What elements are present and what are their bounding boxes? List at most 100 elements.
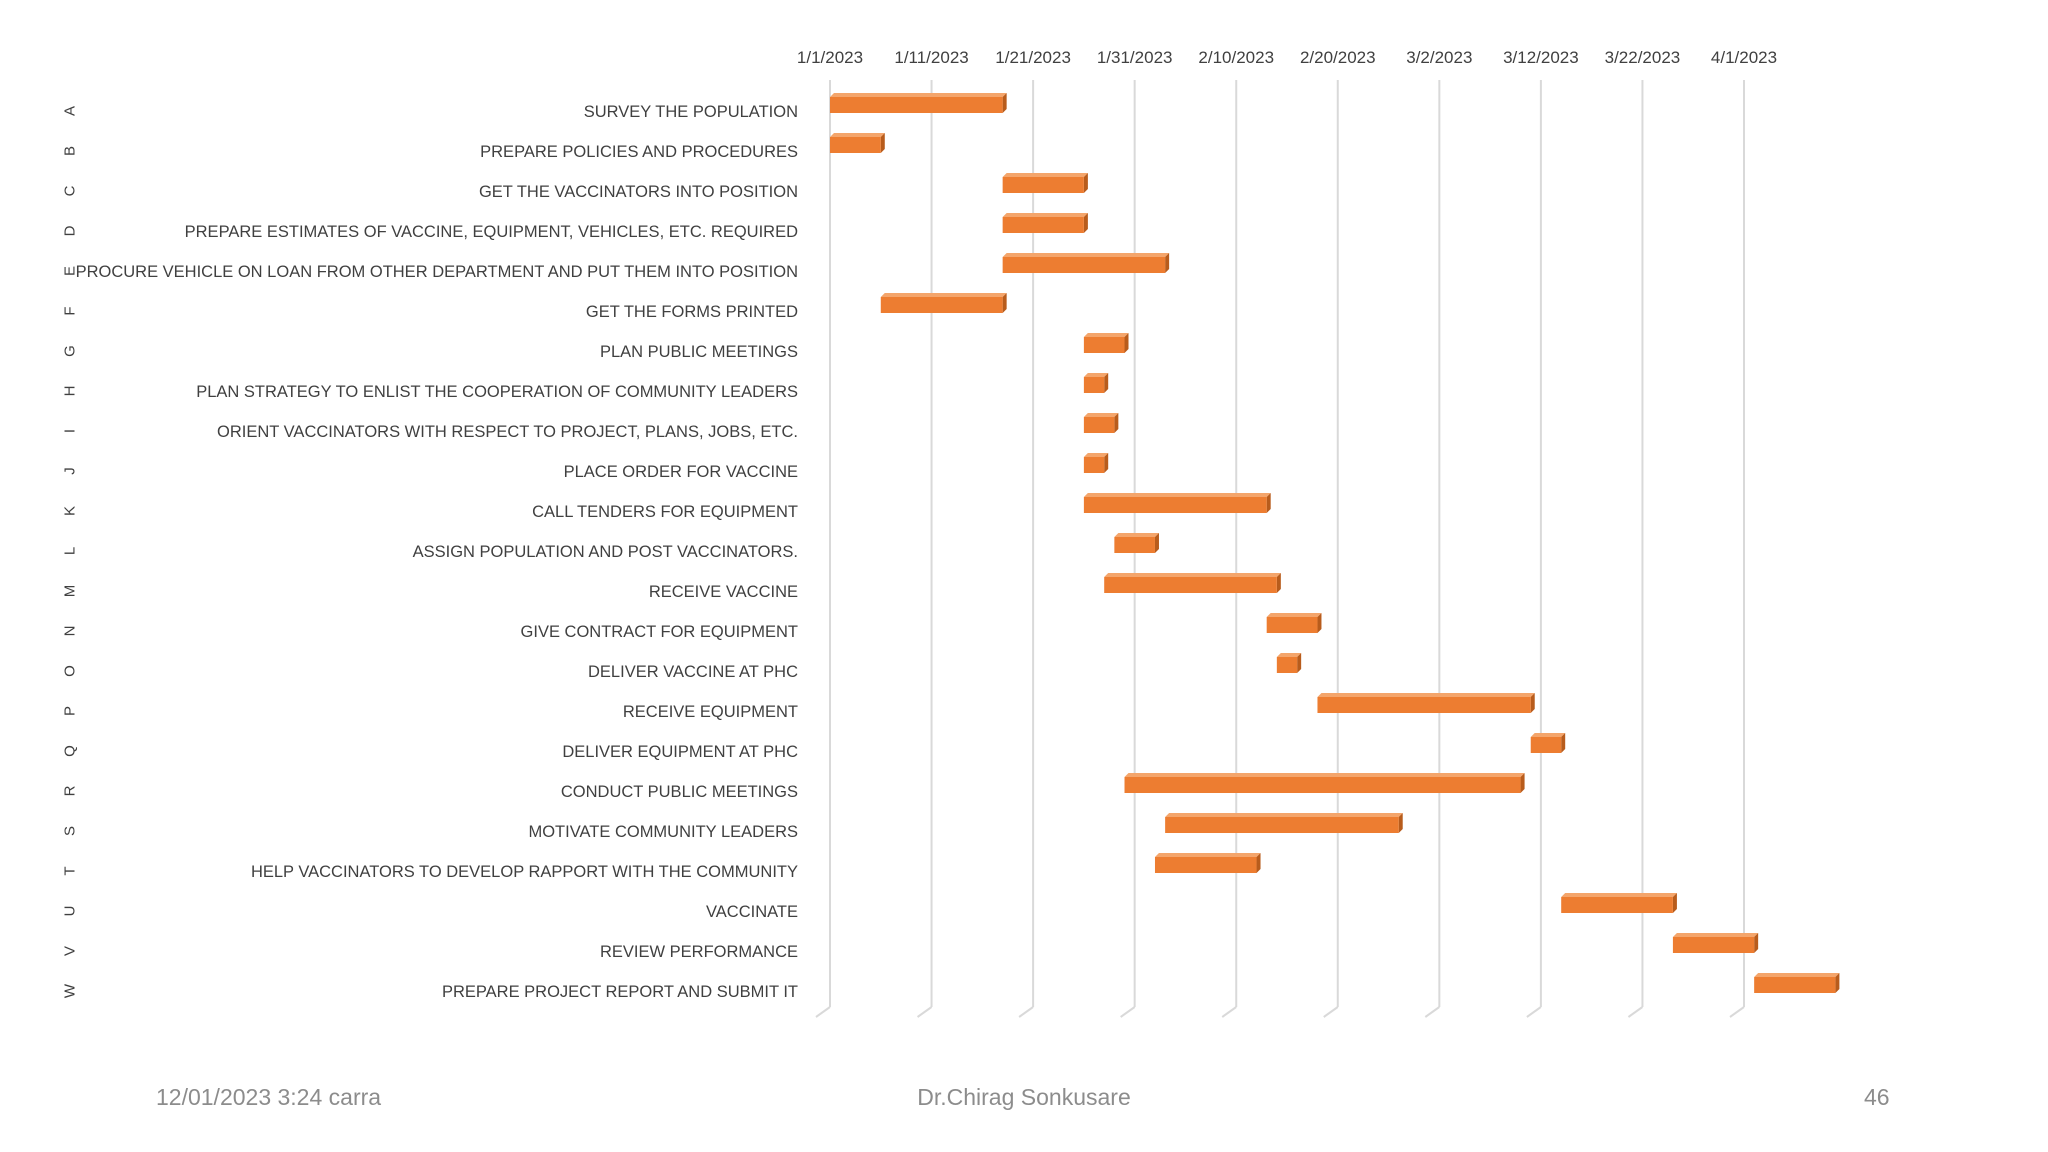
task-bar — [1083, 493, 1271, 513]
task-bar-top — [1083, 493, 1271, 497]
task-code-label: P — [62, 706, 79, 716]
task-bar-top — [1083, 373, 1109, 377]
task-bar — [1317, 693, 1535, 713]
gridline-foot — [916, 1006, 933, 1018]
task-bar-front — [830, 97, 1003, 113]
task-code-label: A — [62, 106, 79, 116]
x-tick-label: 2/20/2023 — [1300, 48, 1376, 67]
task-bar — [1002, 173, 1088, 193]
x-tick-label: 3/12/2023 — [1503, 48, 1579, 67]
gridline-foot — [1424, 1006, 1440, 1018]
task-name-label: CALL TENDERS FOR EQUIPMENT — [532, 503, 798, 521]
task-bar — [1002, 253, 1170, 273]
task-bar — [1276, 653, 1302, 673]
task-name-label: DELIVER EQUIPMENT AT PHC — [562, 743, 798, 761]
task-bar-side — [1104, 453, 1109, 473]
task-code-label: V — [62, 946, 79, 956]
task-name-label: MOTIVATE COMMUNITY LEADERS — [528, 823, 798, 841]
task-bar-side — [1317, 613, 1322, 633]
task-name-label: PLACE ORDER FOR VACCINE — [564, 463, 798, 481]
gridline-foot — [1221, 1006, 1237, 1018]
task-bar-front — [1317, 697, 1531, 713]
task-bar-front — [880, 297, 1003, 313]
gridline-foot — [1018, 1006, 1034, 1018]
task-bar-top — [1083, 333, 1129, 337]
task-code-label: T — [62, 866, 79, 875]
task-name-label: GET THE VACCINATORS INTO POSITION — [479, 183, 798, 201]
task-bar-top — [1672, 933, 1759, 937]
task-bar-top — [830, 133, 885, 137]
task-code-label: K — [62, 506, 79, 516]
task-bar-side — [1754, 933, 1759, 953]
task-bar — [830, 93, 1007, 113]
task-name-label: DELIVER VACCINE AT PHC — [588, 663, 798, 681]
task-bar — [1754, 973, 1840, 993]
gridline-foot — [1526, 1006, 1542, 1018]
task-name-label: PREPARE POLICIES AND PROCEDURES — [480, 143, 798, 161]
task-bar-front — [1276, 657, 1298, 673]
task-bar-side — [1835, 973, 1840, 993]
gridline-foot — [815, 1006, 831, 1018]
task-bar — [1083, 373, 1109, 393]
task-bar-top — [880, 293, 1007, 297]
task-bar-side — [1530, 693, 1535, 713]
task-bar-side — [1083, 213, 1088, 233]
footer-date: 12/01/2023 3:24 carra — [156, 1084, 382, 1110]
task-bar-side — [1276, 573, 1281, 593]
task-name-label: PLAN STRATEGY TO ENLIST THE COOPERATION … — [196, 383, 798, 401]
task-code-label: Q — [62, 745, 79, 757]
task-bar-front — [1002, 257, 1166, 273]
task-bar-top — [1165, 813, 1403, 817]
task-bar-top — [1754, 973, 1840, 977]
gridline-foot — [1627, 1006, 1644, 1018]
task-code-labels: A B C D E F G H I J K L M N O P Q R S T U V W — [62, 106, 79, 998]
task-bar-front — [1266, 617, 1318, 633]
task-bar-top — [1266, 613, 1322, 617]
task-bar-front — [1083, 377, 1105, 393]
task-bar-front — [1114, 537, 1155, 553]
task-bar-front — [830, 137, 881, 153]
x-tick-label: 1/21/2023 — [995, 48, 1071, 67]
task-bar — [1083, 413, 1119, 433]
task-name-label: HELP VACCINATORS TO DEVELOP RAPPORT WITH… — [251, 863, 798, 881]
task-bar-front — [1083, 497, 1267, 513]
task-bar — [1154, 853, 1261, 873]
task-bar-front — [1124, 777, 1521, 793]
task-code-label: B — [62, 146, 79, 156]
x-tick-label: 1/1/2023 — [797, 48, 863, 67]
task-bar-front — [1104, 577, 1277, 593]
task-name-label: PREPARE PROJECT REPORT AND SUBMIT IT — [442, 983, 798, 1001]
x-tick-label: 2/10/2023 — [1198, 48, 1274, 67]
task-bar — [830, 133, 885, 153]
task-name-label: CONDUCT PUBLIC MEETINGS — [561, 783, 798, 801]
task-bar — [1083, 453, 1109, 473]
task-bar-side — [1561, 733, 1566, 753]
task-name-labels: SURVEY THE POPULATION PREPARE POLICIES AN… — [76, 103, 799, 1001]
task-name-label: SURVEY THE POPULATION — [584, 103, 798, 121]
task-bar-top — [1154, 853, 1261, 857]
task-code-label: H — [62, 386, 79, 397]
task-bar — [1266, 613, 1322, 633]
task-bar-front — [1754, 977, 1836, 993]
task-bar-side — [1124, 333, 1129, 353]
task-bar — [880, 293, 1007, 313]
task-bar — [1530, 733, 1566, 753]
task-bar-front — [1002, 217, 1084, 233]
task-name-label: PREPARE ESTIMATES OF VACCINE, EQUIPMENT,… — [185, 223, 798, 241]
task-name-label: RECEIVE VACCINE — [649, 583, 798, 601]
task-bar — [1002, 213, 1088, 233]
task-bar-side — [1520, 773, 1525, 793]
task-bar-front — [1672, 937, 1755, 953]
task-code-label: I — [62, 429, 79, 433]
task-bar-front — [1083, 457, 1105, 473]
task-bar-side — [1256, 853, 1261, 873]
task-code-label: R — [62, 785, 79, 796]
task-bar-front — [1165, 817, 1399, 833]
x-tick-label: 1/11/2023 — [894, 48, 968, 67]
task-bar-side — [1002, 93, 1007, 113]
task-bar-top — [1002, 213, 1088, 217]
task-bar-top — [1276, 653, 1302, 657]
task-bar — [1561, 893, 1677, 913]
task-code-label: N — [62, 626, 79, 637]
task-name-label: RECEIVE EQUIPMENT — [623, 703, 798, 721]
